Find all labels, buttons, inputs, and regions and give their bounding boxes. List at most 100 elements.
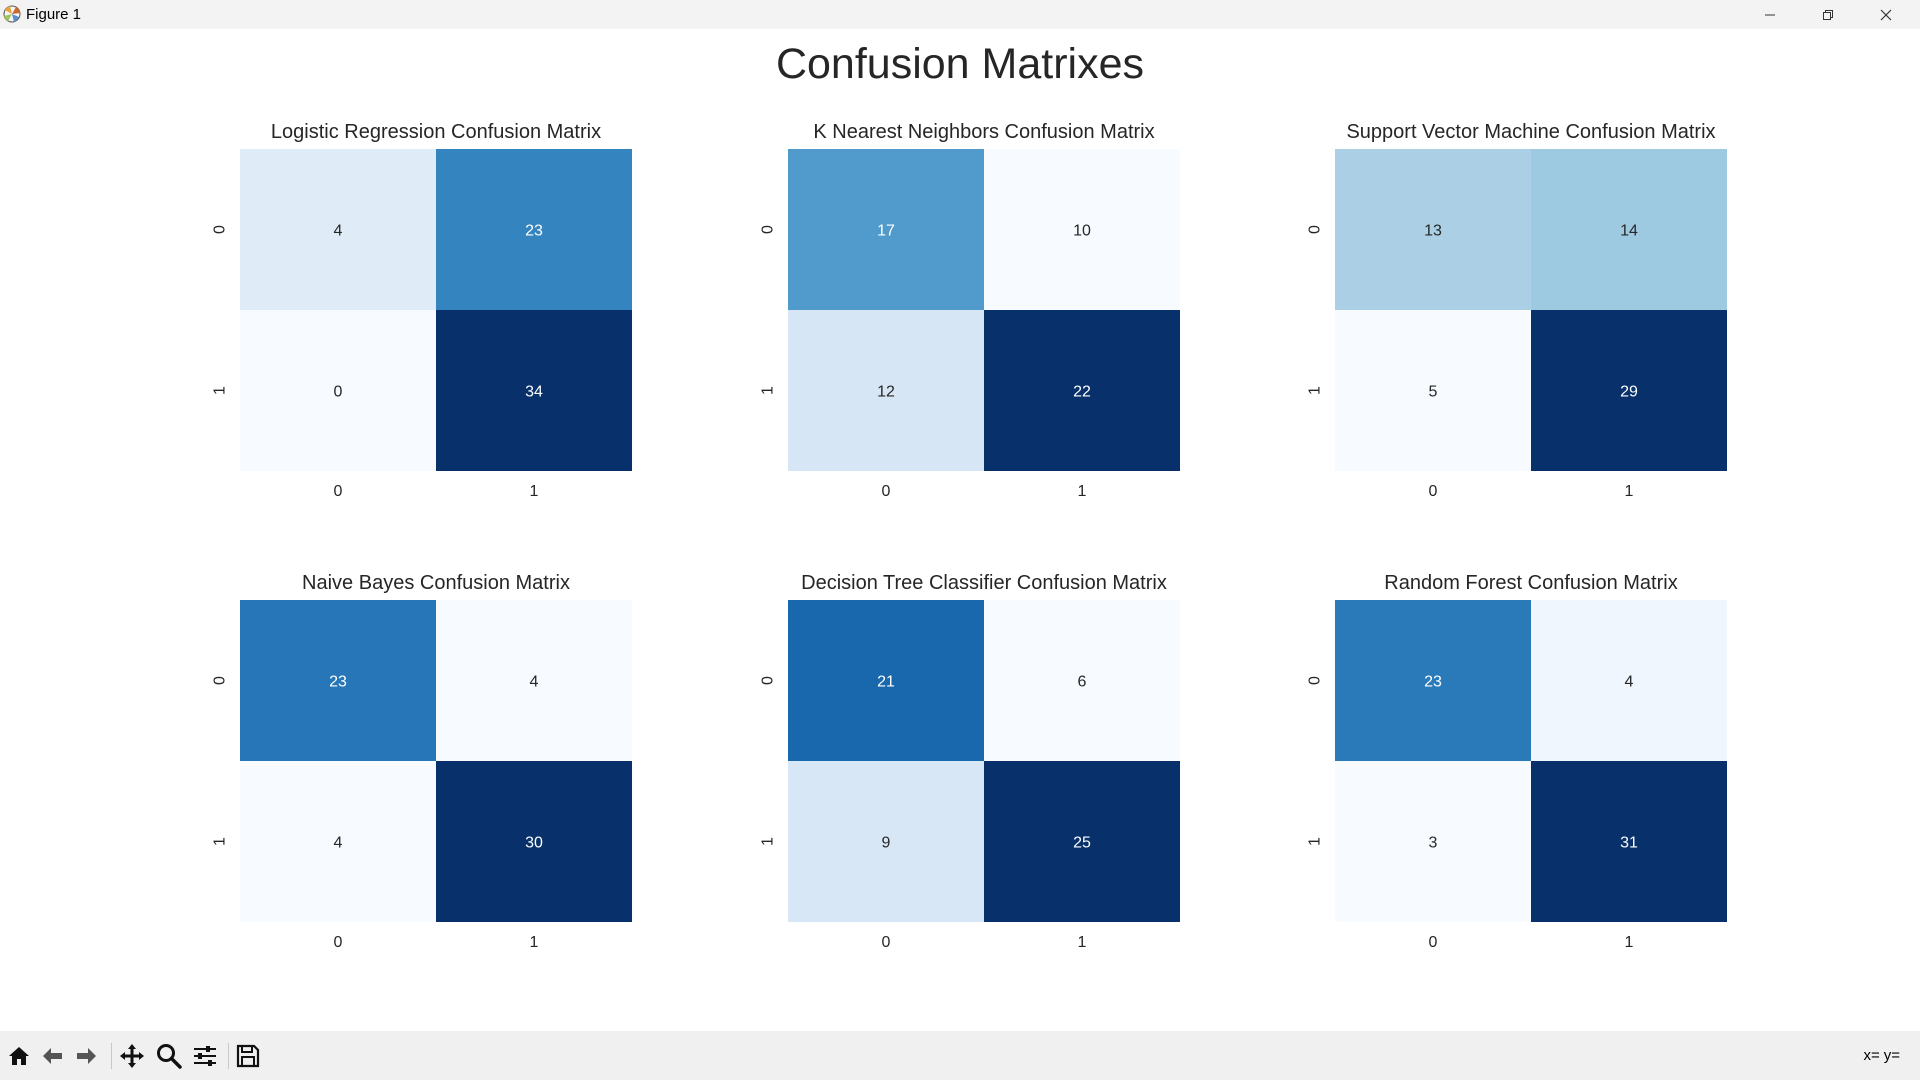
y-tick-label: 1 (760, 837, 777, 846)
zoom-icon (157, 1044, 182, 1069)
minimize-button[interactable] (1741, 0, 1799, 29)
restore-icon (1823, 9, 1833, 20)
window-title: Figure 1 (26, 6, 82, 23)
cell-value-label: 9 (882, 835, 891, 852)
heatmap-title: Logistic Regression Confusion Matrix (271, 121, 601, 143)
x-tick-label: 0 (1429, 483, 1438, 500)
home-button[interactable] (4, 1041, 34, 1071)
cell-value-label: 4 (334, 223, 343, 240)
heatmap-title: Decision Tree Classifier Confusion Matri… (801, 572, 1167, 594)
cell-value-label: 34 (525, 384, 543, 401)
cell-value-label: 29 (1620, 384, 1638, 401)
y-tick-label: 0 (212, 676, 229, 685)
heatmap-cell (984, 149, 1180, 310)
restore-button[interactable] (1799, 0, 1857, 29)
heatmap-cell (788, 149, 984, 310)
cell-value-label: 25 (1073, 835, 1091, 852)
cell-value-label: 23 (525, 223, 543, 240)
cell-value-label: 10 (1073, 223, 1091, 240)
cell-value-label: 23 (1424, 674, 1442, 691)
cell-value-label: 4 (334, 835, 343, 852)
y-tick-label: 1 (212, 386, 229, 395)
cell-value-label: 3 (1429, 835, 1438, 852)
heatmap-panel: Naive Bayes Confusion Matrix 23 4 4 30 0 1 0 1 (212, 572, 632, 951)
x-tick-label: 0 (334, 934, 343, 951)
y-tick-label: 1 (760, 386, 777, 395)
toolbar-separator (111, 1043, 112, 1069)
save-button[interactable] (233, 1041, 263, 1071)
cell-value-label: 17 (877, 223, 895, 240)
cell-value-label: 23 (329, 674, 347, 691)
toolbar-separator (228, 1043, 229, 1069)
window-titlebar: Figure 1 (0, 0, 1920, 29)
x-tick-label: 1 (530, 934, 539, 951)
matplotlib-logo-icon (3, 5, 21, 23)
cell-value-label: 4 (1625, 674, 1634, 691)
cell-value-label: 14 (1620, 223, 1638, 240)
heatmap-panel: Support Vector Machine Confusion Matrix 1… (1307, 121, 1727, 500)
heatmap-title: Support Vector Machine Confusion Matrix (1346, 121, 1715, 143)
y-tick-label: 1 (1307, 386, 1324, 395)
cursor-coordinates: x= y= (1863, 1047, 1904, 1064)
heatmap-cell (788, 761, 984, 922)
heatmap-cell (1531, 310, 1727, 471)
cell-value-label: 0 (334, 384, 343, 401)
y-tick-label: 0 (1307, 225, 1324, 234)
heatmap-title: K Nearest Neighbors Confusion Matrix (813, 121, 1154, 143)
x-tick-label: 0 (882, 934, 891, 951)
coords-y-label: y= (1883, 1047, 1900, 1064)
heatmap-cell (1531, 149, 1727, 310)
heatmap-panel: Decision Tree Classifier Confusion Matri… (760, 572, 1180, 951)
y-tick-label: 1 (212, 837, 229, 846)
heatmap-panel: Logistic Regression Confusion Matrix 4 23 0… (212, 121, 632, 500)
heatmap-cell (436, 761, 632, 922)
cell-value-label: 5 (1429, 384, 1438, 401)
figure-suptitle: Confusion Matrixes (776, 40, 1144, 88)
x-tick-label: 1 (1078, 934, 1087, 951)
zoom-button[interactable] (154, 1041, 184, 1071)
back-button[interactable] (38, 1041, 68, 1071)
y-tick-label: 1 (1307, 837, 1324, 846)
coords-x-label: x= (1863, 1047, 1880, 1064)
cell-value-label: 12 (877, 384, 895, 401)
heatmap-cell (1335, 600, 1531, 761)
y-tick-label: 0 (760, 676, 777, 685)
minimize-icon (1765, 14, 1775, 15)
figure-canvas[interactable]: Confusion Matrixes Logistic Regression C… (0, 29, 1920, 1031)
close-button[interactable] (1857, 0, 1915, 29)
heatmap-cell (788, 310, 984, 471)
heatmap-cell (788, 600, 984, 761)
x-tick-label: 1 (1625, 483, 1634, 500)
home-icon (9, 1047, 29, 1065)
x-tick-label: 1 (1078, 483, 1087, 500)
heatmap-cell (984, 310, 1180, 471)
heatmap-cell (240, 310, 436, 471)
x-tick-label: 0 (334, 483, 343, 500)
x-tick-label: 1 (1625, 934, 1634, 951)
cell-value-label: 21 (877, 674, 895, 691)
x-tick-label: 0 (882, 483, 891, 500)
confusion-matrix-figure: Confusion Matrixes Logistic Regression C… (212, 40, 1727, 951)
heatmap-title: Naive Bayes Confusion Matrix (302, 572, 570, 594)
cell-value-label: 13 (1424, 223, 1442, 240)
heatmap-cell (984, 600, 1180, 761)
forward-button[interactable] (71, 1041, 101, 1071)
cell-value-label: 22 (1073, 384, 1091, 401)
cell-value-label: 6 (1078, 674, 1087, 691)
cell-value-label: 31 (1620, 835, 1638, 852)
cell-value-label: 4 (530, 674, 539, 691)
close-icon (1880, 9, 1892, 20)
heatmap-cell (1335, 761, 1531, 922)
y-tick-label: 0 (1307, 676, 1324, 685)
x-tick-label: 1 (530, 483, 539, 500)
heatmap-title: Random Forest Confusion Matrix (1384, 572, 1677, 594)
heatmap-cell (240, 149, 436, 310)
y-tick-label: 0 (212, 225, 229, 234)
heatmap-cell (1531, 600, 1727, 761)
configure-subplots-button[interactable] (190, 1041, 220, 1071)
configure-subplots-icon (194, 1046, 216, 1066)
pan-button[interactable] (117, 1041, 147, 1071)
heatmap-cell (240, 761, 436, 922)
heatmap-cell (436, 600, 632, 761)
